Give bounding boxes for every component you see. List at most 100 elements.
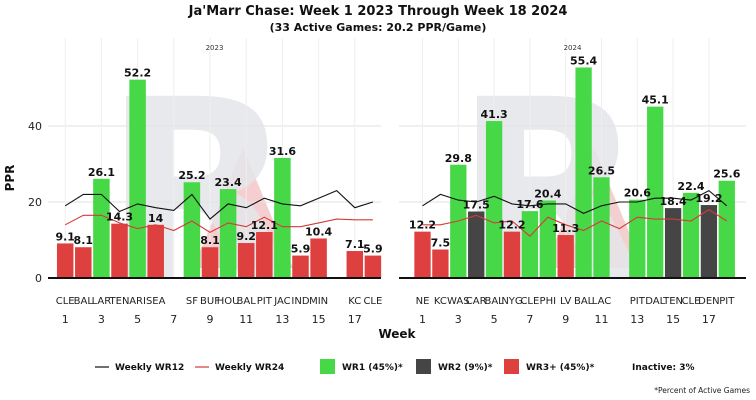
data-label-week-9: 8.1 (200, 234, 220, 247)
opponent-label-week-13: JAC (273, 296, 290, 307)
legend-label: Weekly WR12 (115, 363, 184, 373)
bar-week-5 (485, 121, 503, 278)
opponent-label-week-12: PIT (257, 296, 273, 307)
week-tick-label: 15 (312, 313, 326, 326)
opponent-label-week-10: HOU (217, 296, 240, 307)
bar-week-4 (111, 223, 128, 278)
bar-week-15 (310, 238, 327, 278)
bar-week-16 (682, 192, 700, 278)
panel-year-label: 2024 (564, 44, 582, 52)
bar-week-12 (256, 232, 273, 278)
bar-week-10 (219, 189, 237, 278)
bar-week-11 (237, 243, 255, 278)
legend-swatch-box (320, 359, 335, 374)
week-tick-label: 1 (419, 313, 426, 326)
legend-label: WR2 (9%)* (438, 363, 493, 373)
y-tick-label: 40 (28, 120, 42, 133)
week-tick-label: 13 (275, 313, 289, 326)
data-label-week-5: 52.2 (124, 67, 151, 80)
data-label-week-5: 41.3 (481, 108, 508, 121)
footnote: *Percent of Active Games (654, 386, 750, 395)
bar-week-11 (593, 177, 610, 278)
opponent-label-week-18: PIT (719, 296, 735, 307)
legend-item-inactive: Inactive: 3% (632, 363, 695, 373)
data-label-week-3: 29.8 (445, 152, 472, 165)
data-label-week-2: 8.1 (74, 234, 94, 247)
opponent-label-week-18: CLE (363, 296, 382, 307)
y-tick-label: 20 (28, 196, 42, 209)
legend-swatch-box (504, 359, 519, 374)
data-label-week-15: 18.4 (660, 195, 687, 208)
chart-subtitle: (33 Active Games: 20.2 PPR/Game) (270, 21, 487, 34)
week-tick-label: 13 (630, 313, 644, 326)
data-label-week-18: 25.6 (713, 168, 740, 181)
opponent-label-week-2: BAL (74, 296, 94, 307)
panel-year-label: 2023 (206, 44, 224, 52)
bar-week-2 (432, 249, 449, 278)
week-tick-label: 1 (62, 313, 69, 326)
legend: Weekly WR12 Weekly WR24 WR1 (45%)* WR2 (9%)… (95, 359, 695, 374)
opponent-label-week-5: BAL (484, 296, 504, 307)
week-tick-label: 17 (348, 313, 362, 326)
week-tick-label: 9 (207, 313, 214, 326)
opponent-label-week-2: KC (434, 296, 447, 307)
opponent-label-week-3: WAS (447, 296, 470, 307)
data-label-week-18: 5.9 (363, 243, 383, 256)
legend-item-wr3: WR3+ (45%)* (504, 359, 595, 374)
opponent-label-week-14: IND (291, 296, 309, 307)
opponent-label-week-4: TEN (109, 296, 130, 307)
data-label-week-14: 45.1 (642, 94, 669, 107)
opponent-label-week-6: NYG (501, 296, 522, 307)
legend-item-wr2: WR2 (9%)* (416, 359, 493, 374)
bar-week-1 (414, 231, 431, 278)
series-line-wr12 (422, 189, 728, 215)
data-label-week-6: 12.2 (498, 219, 525, 232)
bar-week-18 (718, 180, 735, 278)
bar-week-8 (539, 200, 556, 278)
legend-label: WR1 (45%)* (342, 363, 403, 373)
opponent-label-week-1: NE (416, 296, 430, 307)
opponent-label-week-15: MIN (309, 296, 328, 307)
opponent-label-week-8: PHI (540, 296, 557, 307)
data-label-week-15: 10.4 (305, 225, 332, 238)
data-label-week-16: 22.4 (677, 180, 704, 193)
data-label-week-4: 14.3 (106, 211, 133, 224)
data-label-week-17: 7.1 (345, 238, 365, 251)
panel-2023: R2023020409.18.126.114.352.21425.28.123.… (28, 38, 383, 337)
opponent-label-week-16: CLE (682, 296, 701, 307)
bar-week-13 (629, 199, 646, 278)
bar-week-17 (700, 205, 718, 278)
data-label-week-8: 20.4 (534, 187, 561, 200)
bar-week-2 (75, 247, 92, 278)
opponent-label-week-11: BAL (237, 296, 257, 307)
week-tick-label: 5 (134, 313, 141, 326)
bar-week-7 (521, 211, 539, 278)
opponent-label-week-15: TEN (662, 296, 683, 307)
legend-item-wr24: Weekly WR24 (195, 363, 284, 373)
bar-week-9 (557, 235, 574, 278)
y-tick-label: 0 (35, 272, 42, 285)
week-tick-label: 5 (491, 313, 498, 326)
opponent-label-week-4: CAR (466, 296, 487, 307)
bar-week-3 (93, 178, 110, 278)
chart-panels: R2023020409.18.126.114.352.21425.28.123.… (28, 38, 746, 337)
opponent-label-week-7: CLE (520, 296, 539, 307)
data-label-week-10: 55.4 (570, 54, 597, 67)
legend-item-wr12: Weekly WR12 (95, 363, 184, 373)
data-label-week-13: 31.6 (269, 145, 296, 158)
data-label-week-14: 5.9 (291, 243, 311, 256)
bar-week-14 (292, 255, 309, 278)
bar-week-13 (274, 157, 291, 278)
week-tick-label: 15 (666, 313, 680, 326)
opponent-label-week-13: PIT (630, 296, 646, 307)
legend-label: Weekly WR24 (215, 363, 284, 373)
bar-week-6 (147, 224, 164, 278)
opponent-label-week-6: SEA (146, 296, 166, 307)
data-label-week-11: 26.5 (588, 164, 615, 177)
data-label-week-2: 7.5 (431, 237, 451, 250)
bar-week-14 (647, 106, 664, 279)
legend-label: WR3+ (45%)* (526, 363, 595, 373)
week-tick-label: 9 (562, 313, 569, 326)
data-label-week-10: 23.4 (215, 176, 242, 189)
week-tick-label: 3 (98, 313, 105, 326)
